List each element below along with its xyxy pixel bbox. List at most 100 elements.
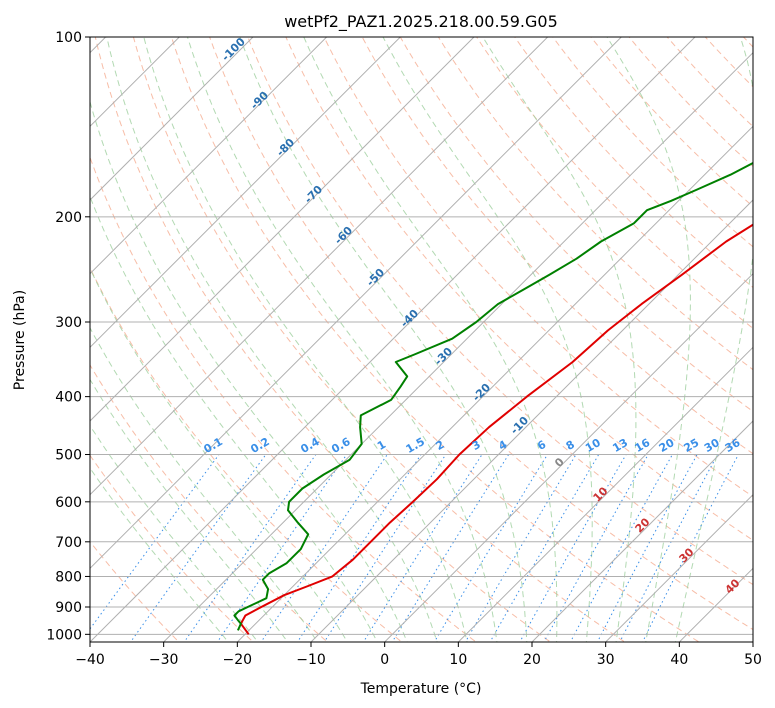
- isotherm-line: [457, 346, 753, 642]
- dry-adiabat-line: [132, 37, 626, 642]
- x-tick-label: 20: [523, 652, 541, 668]
- plot-frame: [89, 36, 754, 643]
- y-tick-label: 1000: [46, 627, 82, 643]
- moist-adiabat-line: [106, 37, 438, 642]
- dry-adiabat-line: [323, 37, 753, 498]
- mixing-ratio-label: 10: [583, 436, 603, 455]
- x-tick-label: 50: [744, 652, 762, 668]
- mixing-ratio-line: [619, 454, 719, 642]
- moist-adiabat-line: [90, 195, 378, 642]
- mixing-ratio-label: 1.5: [404, 435, 427, 456]
- mixing-ratio-label: 1: [375, 438, 388, 453]
- y-tick-label: 600: [55, 495, 82, 511]
- theta-e-label: 20: [633, 515, 653, 535]
- mixing-ratio-label: 16: [633, 436, 653, 455]
- dry-adiabat-line: [514, 37, 753, 289]
- mixing-ratio-line: [391, 454, 510, 642]
- isotherm-label: -40: [398, 307, 421, 330]
- y-axis: 1000 900 800 700 600 500 400 300 200 100: [46, 30, 90, 643]
- dry-adiabat-line: [552, 37, 753, 248]
- isotherm-line: [90, 37, 181, 128]
- mixing-ratio-label: 0.6: [329, 435, 353, 456]
- mixing-ratio-label: 36: [723, 436, 743, 455]
- isotherm-label: -80: [274, 136, 297, 159]
- x-tick-label: −30: [149, 652, 179, 668]
- moist-adiabat-line: [90, 378, 289, 642]
- moist-adiabat-line: [382, 37, 593, 642]
- y-tick-label: 500: [55, 448, 82, 464]
- temperature-line: [239, 223, 753, 635]
- dry-adiabat-line: [590, 37, 753, 208]
- y-tick-label: 800: [55, 569, 82, 585]
- isotherm-label: -100: [219, 35, 248, 64]
- isotherm-line: [310, 199, 753, 642]
- isotherm-line: [90, 37, 402, 349]
- theta-e-label: 30: [677, 545, 697, 565]
- skewed-isotherm-lines: [90, 37, 753, 642]
- moist-adiabat-line: [90, 267, 348, 642]
- isotherm-line: [604, 493, 753, 642]
- dry-adiabat-line: [285, 37, 753, 541]
- dry-adiabat-line: [90, 454, 254, 642]
- mixing-ratio-line: [216, 454, 348, 642]
- mixing-ratio-line: [362, 454, 483, 642]
- isotherm-label: -90: [248, 89, 271, 112]
- mixing-ratio-line: [296, 454, 422, 642]
- moist-adiabat-line: [674, 37, 753, 642]
- isotherm-line: [752, 641, 753, 642]
- isotherm-line: [90, 37, 696, 642]
- mixing-ratio-line: [464, 454, 577, 642]
- y-tick-label: 200: [55, 210, 82, 226]
- moist-adiabat-line: [606, 37, 691, 642]
- dry-adiabat-line: [361, 37, 753, 455]
- isotherm-line: [90, 37, 328, 275]
- y-tick-label: 300: [55, 315, 82, 331]
- dry-adiabat-line: [704, 37, 753, 88]
- dry-adiabat-line: [437, 37, 753, 371]
- y-tick-label: 400: [55, 390, 82, 406]
- isotherm-label: -60: [332, 224, 355, 247]
- isotherm-line: [383, 272, 753, 642]
- x-tick-label: 40: [670, 652, 688, 668]
- isotherm-line: [236, 125, 753, 642]
- x-tick-label: −40: [75, 652, 105, 668]
- dewpoint-line: [233, 161, 753, 631]
- x-axis-label: Temperature (°C): [360, 681, 482, 697]
- x-tick-label: 0: [380, 652, 389, 668]
- theta-e-label: 40: [723, 576, 743, 596]
- mixing-ratio-label: 8: [564, 438, 577, 453]
- mixing-ratio-label: 25: [681, 436, 701, 455]
- isotherm-line: [90, 37, 549, 496]
- isotherm-label: -50: [364, 266, 387, 289]
- mixing-ratio-line: [260, 454, 388, 642]
- y-axis-label: Pressure (hPa): [12, 290, 28, 390]
- mixing-ratio-label: 2: [434, 438, 447, 453]
- mixing-ratio-label: 30: [702, 436, 722, 455]
- moist-adiabat-line: [90, 326, 319, 642]
- mixing-ratio-label: 20: [657, 436, 677, 455]
- mixing-ratio-line: [642, 454, 739, 642]
- dry-adiabat-line: [90, 266, 403, 642]
- mixing-ratio-line: [90, 454, 220, 630]
- chart-title: wetPf2_PAZ1.2025.218.00.59.G05: [284, 12, 558, 32]
- isotherm-line: [162, 51, 753, 642]
- mixing-ratio-label: 6: [535, 438, 548, 453]
- plot-area: -100-90-80-70-60-50-40-30-20-10 0.1 0.2 0.…: [90, 24, 775, 647]
- x-tick-label: −10: [296, 652, 326, 668]
- mixing-ratio-lines: [90, 454, 739, 642]
- mixing-ratio-label: 0.2: [248, 435, 271, 456]
- isotherm-label: -20: [470, 381, 493, 404]
- isotherm-line: [90, 37, 254, 201]
- dry-adiabat-line: [209, 37, 753, 631]
- dry-adiabat-line: [399, 37, 753, 413]
- dry-adiabat-line: [94, 37, 552, 642]
- isotherm-line: [90, 37, 475, 422]
- dry-adiabat-line: [476, 37, 753, 329]
- dry-adiabat-line: [769, 24, 775, 647]
- x-tick-label: 10: [449, 652, 467, 668]
- y-tick-label: 900: [55, 600, 82, 616]
- mixing-ratio-labels: 0.1 0.2 0.4 0.6 1 1.5 2 3 4 6 8 10 13 16 20 25 30 36: [202, 435, 743, 456]
- moist-adiabat-line: [239, 37, 528, 642]
